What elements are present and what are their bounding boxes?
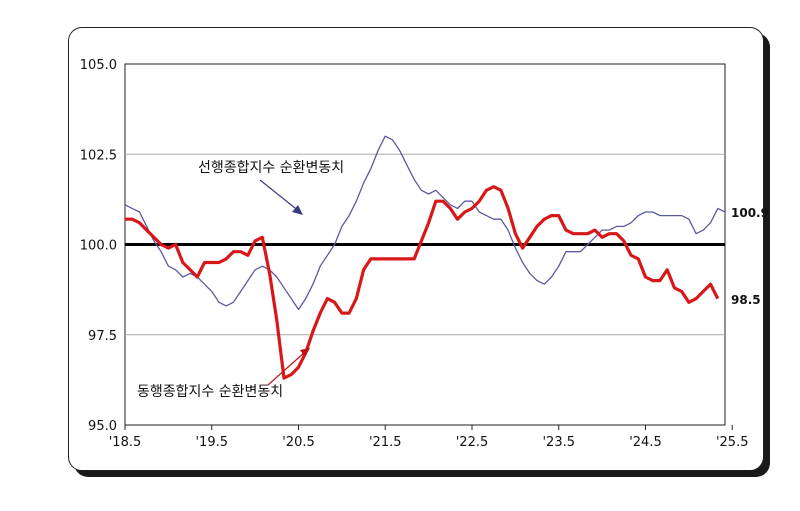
chart-frame: [68, 27, 764, 471]
leading-index-end-label: 100.9: [731, 206, 769, 220]
y-tick-label: 97.5: [88, 329, 117, 344]
coincident-index-arrowhead: [300, 348, 310, 357]
leading-index-arrow: [259, 179, 301, 213]
x-tick-label: '21.5: [369, 435, 402, 450]
x-tick-label: '19.5: [195, 435, 228, 450]
leading-index-line: [124, 135, 726, 311]
y-tick-label: 105.0: [80, 58, 117, 73]
x-tick-label: '18.5: [109, 435, 142, 450]
x-tick-label: '22.5: [456, 435, 489, 450]
leading-index-arrowhead: [292, 205, 303, 215]
series-group: [124, 135, 726, 380]
x-tick-label: '23.5: [542, 435, 575, 450]
coincident-index-arrow: [267, 351, 306, 386]
x-tick-label: '20.5: [282, 435, 315, 450]
coincident-index-end-label: 98.5: [731, 293, 761, 307]
gridlines: [125, 153, 725, 336]
x-tick-label: '25.5: [716, 435, 749, 450]
x-axis-ticks: '18.5 '19.5 '20.5 '21.5 '22.5 '23.5 '24.5 '25.5: [109, 425, 749, 450]
x-tick-label: '24.5: [629, 435, 662, 450]
coincident-index-line: [125, 185, 720, 380]
y-tick-label: 102.5: [80, 148, 117, 163]
y-tick-label: 95.0: [88, 419, 117, 434]
y-axis-ticks: 105.0 102.5 100.0 97.5 95.0: [80, 58, 117, 434]
leading-index-annotation: 선행종합지수 순환변동치: [198, 160, 344, 176]
coincident-index-annotation: 동행종합지수 순환변동치: [137, 384, 283, 400]
y-tick-label: 100.0: [80, 239, 117, 254]
